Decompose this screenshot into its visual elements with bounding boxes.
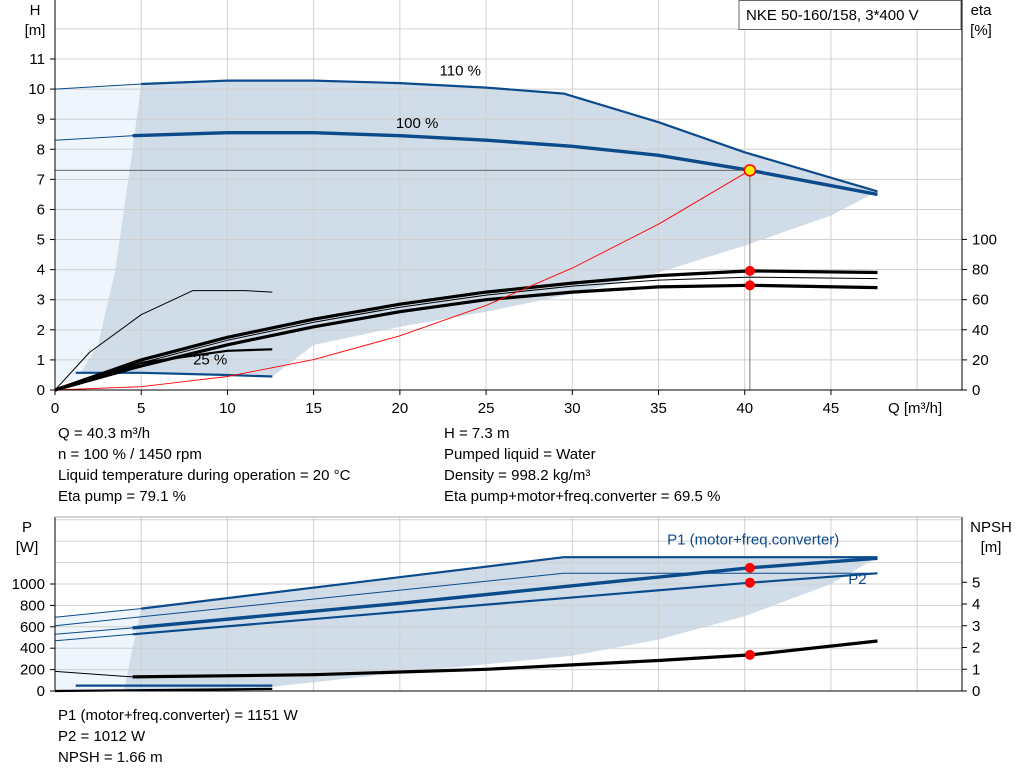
- curve-h: [54, 83, 142, 90]
- x-tick-label: 15: [305, 400, 322, 417]
- y2-tick-label: 0: [972, 683, 980, 700]
- curve-h: [54, 135, 133, 141]
- y-axis-unit: [W]: [16, 539, 39, 556]
- y2-tick-label: 60: [972, 292, 989, 309]
- y2-tick-label: 2: [972, 640, 980, 657]
- x-tick-label: 5: [137, 400, 145, 417]
- curve-label: P1 (motor+freq.converter): [667, 531, 839, 548]
- eta-pump-marker: [744, 265, 755, 276]
- y-tick-label: 200: [20, 662, 45, 679]
- y-tick-label: 6: [37, 201, 45, 218]
- x-tick-label: 0: [51, 400, 59, 417]
- y2-tick-label: 0: [972, 382, 980, 399]
- npsh-marker: [744, 649, 755, 660]
- y-tick-label: 10: [28, 81, 45, 98]
- curve-p: [141, 556, 878, 610]
- info-top-left: Q = 40.3 m³/h n = 100 % / 1450 rpm Liqui…: [58, 423, 350, 507]
- y-tick-label: 11: [29, 51, 45, 68]
- y-tick-label: 600: [20, 619, 45, 636]
- y-axis-unit: [m]: [25, 22, 46, 39]
- y-axis-label: H: [30, 2, 41, 19]
- x-tick-label: 25: [478, 400, 495, 417]
- p2-marker: [744, 577, 755, 588]
- y-tick-label: 800: [20, 597, 45, 614]
- info-p1: P1 (motor+freq.converter) = 1151 W: [58, 707, 298, 724]
- info-liquid: Pumped liquid = Water: [444, 446, 596, 463]
- curve-label: P2: [848, 571, 866, 588]
- curve-label: 100 %: [396, 115, 439, 132]
- info-q: Q = 40.3 m³/h: [58, 425, 151, 442]
- info-top-right: H = 7.3 m Pumped liquid = Water Density …: [444, 423, 720, 507]
- x-tick-label: 45: [823, 400, 840, 417]
- curve-p: [54, 627, 133, 635]
- info-h: H = 7.3 m: [444, 425, 510, 442]
- operating-area-shade: [80, 80, 878, 377]
- p1-marker: [744, 562, 755, 573]
- y2-tick-label: 5: [972, 574, 980, 591]
- curve-npsh: [54, 670, 133, 678]
- y2-tick-label: 80: [972, 262, 989, 279]
- x-tick-label: 30: [564, 400, 581, 417]
- curve-p: [132, 572, 878, 636]
- model-label: NKE 50-160/158, 3*400 V: [746, 7, 919, 24]
- curve-label: 25 %: [193, 351, 227, 368]
- x-tick-label: 10: [219, 400, 236, 417]
- x-tick-label: 35: [650, 400, 667, 417]
- y2-axis-unit: [m]: [981, 539, 1002, 556]
- y-tick-label: 5: [37, 232, 45, 249]
- y-tick-label: 9: [37, 111, 45, 128]
- operating-area-shade: [124, 557, 878, 691]
- info-n: n = 100 % / 1450 rpm: [58, 446, 202, 463]
- y2-tick-label: 20: [972, 352, 989, 369]
- eta-total-marker: [744, 280, 755, 291]
- y-tick-label: 4: [37, 262, 45, 279]
- operating-point-marker: [743, 164, 757, 177]
- model-legend-box: [738, 0, 962, 30]
- info-temp: Liquid temperature during operation = 20…: [58, 467, 351, 484]
- y-axis-label: P: [22, 519, 32, 536]
- y-tick-label: 0: [37, 683, 45, 700]
- y2-axis-label: NPSH: [970, 519, 1012, 536]
- curve-eta: [54, 348, 273, 392]
- y2-axis-label: eta: [971, 2, 993, 19]
- x-tick-label: 40: [736, 400, 753, 417]
- curve-h: [132, 130, 878, 197]
- curve-eta: [54, 290, 273, 391]
- y2-axis-unit: [%]: [970, 22, 992, 39]
- y-tick-label: 1000: [12, 576, 45, 593]
- info-bottom: P1 (motor+freq.converter) = 1151 W P2 = …: [58, 705, 298, 768]
- curve-h: [54, 169, 751, 391]
- curve-eta: [54, 276, 878, 391]
- info-eta-total: Eta pump+motor+freq.converter = 69.5 %: [444, 488, 721, 505]
- y2-tick-label: 1: [972, 661, 980, 678]
- y-tick-label: 0: [37, 382, 45, 399]
- y-tick-label: 7: [37, 171, 45, 188]
- y-tick-label: 3: [37, 292, 45, 309]
- curve-p: [54, 572, 878, 627]
- y-tick-label: 8: [37, 141, 45, 158]
- info-npsh: NPSH = 1.66 m: [58, 749, 163, 766]
- curve-p: [54, 633, 133, 642]
- curve-eta: [54, 269, 878, 392]
- x-tick-label: 20: [392, 400, 409, 417]
- curve-p: [54, 608, 142, 618]
- info-density: Density = 998.2 kg/m³: [444, 467, 591, 484]
- y2-tick-label: 3: [972, 618, 980, 635]
- y2-tick-label: 4: [972, 596, 980, 613]
- y-tick-label: 400: [20, 640, 45, 657]
- info-p2: P2 = 1012 W: [58, 728, 146, 745]
- curve-eta: [54, 283, 878, 392]
- y2-tick-label: 100: [972, 231, 997, 248]
- info-eta-pump: Eta pump = 79.1 %: [58, 488, 186, 505]
- curve-label: 110 %: [440, 63, 481, 80]
- x-axis-label: Q [m³/h]: [888, 400, 942, 417]
- curve-p: [132, 556, 878, 630]
- y-tick-label: 1: [37, 352, 45, 369]
- curve-h: [141, 79, 878, 193]
- y2-tick-label: 40: [972, 322, 989, 339]
- y-tick-label: 2: [37, 322, 45, 339]
